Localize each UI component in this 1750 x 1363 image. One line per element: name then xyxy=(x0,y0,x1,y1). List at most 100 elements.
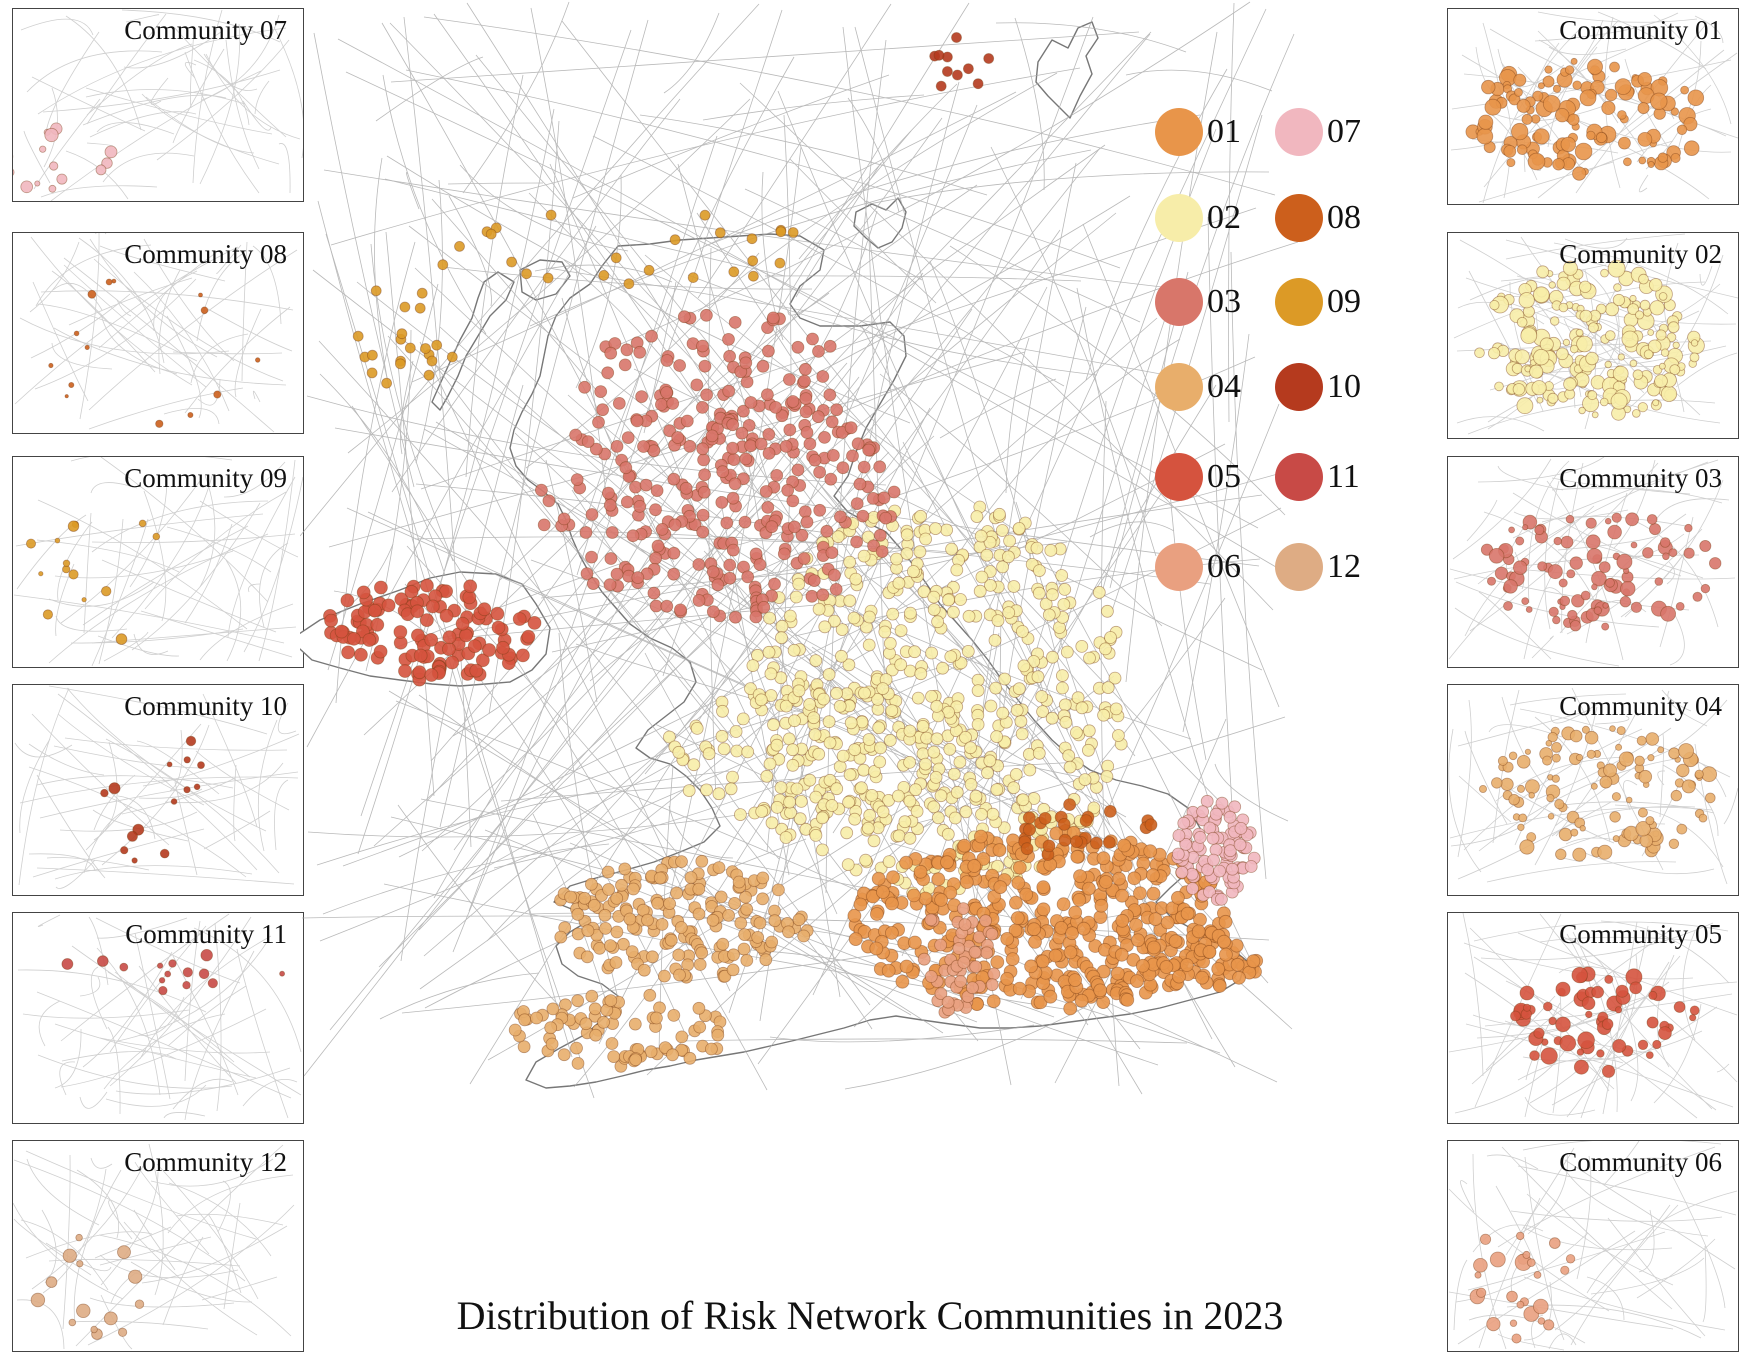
road-line xyxy=(196,253,243,342)
road-line xyxy=(91,500,269,553)
community-02-node xyxy=(1062,749,1076,763)
community-04-node xyxy=(704,1042,718,1056)
community-03-node xyxy=(798,374,811,388)
community-02-node xyxy=(894,658,908,672)
community-02-node xyxy=(927,800,941,814)
community-03-node xyxy=(813,465,826,479)
community-04-node xyxy=(768,914,782,928)
road-line xyxy=(17,969,207,1013)
community-04-node xyxy=(675,1030,689,1044)
community-03-node xyxy=(1625,512,1640,527)
community-03-node xyxy=(757,600,771,614)
community-05-node xyxy=(411,628,425,643)
community-02-node xyxy=(1529,364,1544,379)
road-line xyxy=(1539,913,1713,1110)
community-01-node xyxy=(1048,948,1063,963)
community-03-node xyxy=(1659,537,1671,548)
community-04-node xyxy=(1636,735,1647,746)
legend-item-10: 10 xyxy=(1275,363,1361,411)
community-03-node xyxy=(805,589,819,603)
outer-hebrides-outline xyxy=(431,271,515,411)
community-03-node xyxy=(791,463,805,477)
road-line xyxy=(108,1199,133,1240)
road-line xyxy=(65,15,142,131)
community-02-node xyxy=(1667,321,1680,334)
road-line xyxy=(1497,465,1564,491)
road-line xyxy=(88,916,109,986)
community-01-node xyxy=(1572,166,1587,181)
community-02-node xyxy=(954,593,967,606)
community-03-node xyxy=(798,362,812,376)
community-02-node xyxy=(823,736,837,750)
community-04-node xyxy=(597,1015,610,1029)
road-line xyxy=(65,150,129,200)
community-04-node xyxy=(1611,792,1621,802)
community-04-node xyxy=(1698,813,1708,823)
community-02-node xyxy=(793,812,807,826)
road-line xyxy=(91,518,149,667)
community-01-node xyxy=(1120,993,1135,1007)
community-01-node xyxy=(871,871,886,886)
inset-map-community-02 xyxy=(1453,233,1738,435)
community-01-node xyxy=(940,855,954,870)
community-02-node xyxy=(729,725,743,738)
community-11-node xyxy=(157,962,164,969)
community-02-node xyxy=(1012,522,1026,535)
community-01-node xyxy=(1572,80,1582,90)
community-05-node xyxy=(1612,1039,1627,1054)
community-02-node xyxy=(1016,625,1029,638)
community-07-node xyxy=(1175,865,1189,879)
road-line xyxy=(13,1159,246,1282)
community-03-node xyxy=(791,340,805,354)
community-03-node xyxy=(1602,602,1609,609)
community-09-node xyxy=(420,343,431,354)
road-line xyxy=(391,98,681,493)
community-02-node xyxy=(812,602,826,616)
community-03-node xyxy=(722,384,736,398)
community-09-node xyxy=(446,351,458,363)
community-03-node xyxy=(1512,560,1528,575)
road-line xyxy=(415,179,443,464)
community-12-node xyxy=(118,1327,128,1337)
road-line xyxy=(1614,804,1724,868)
road-line xyxy=(1520,236,1645,394)
community-02-node xyxy=(1056,681,1069,695)
road-line xyxy=(1089,521,1175,538)
community-02-node xyxy=(1015,727,1029,741)
road-line xyxy=(1517,1165,1737,1216)
community-03-node xyxy=(626,529,640,543)
road-line xyxy=(1653,1003,1702,1104)
road-line xyxy=(202,693,258,828)
road-line xyxy=(373,212,1117,847)
community-05-node xyxy=(475,653,490,668)
community-03-node xyxy=(579,526,593,539)
community-04-node xyxy=(571,908,585,921)
community-02-node xyxy=(1655,329,1667,341)
community-05-node xyxy=(442,630,457,645)
road-line xyxy=(1214,763,1289,822)
community-02-node xyxy=(971,718,985,731)
road-line xyxy=(323,169,1197,292)
community-11-node xyxy=(97,955,109,967)
community-08-node xyxy=(73,330,80,337)
community-06-node xyxy=(1522,1250,1531,1259)
road-line xyxy=(236,948,289,1119)
road-line xyxy=(319,373,446,576)
road-line xyxy=(214,922,222,1112)
road-line xyxy=(150,77,169,105)
community-05-node xyxy=(374,580,388,595)
community-02-node xyxy=(917,585,931,599)
inset-title: Community 09 xyxy=(124,463,287,493)
community-05-node xyxy=(477,602,492,617)
community-05-node xyxy=(424,668,439,682)
community-03-node xyxy=(697,485,711,499)
community-06-node xyxy=(934,938,947,952)
community-05-node xyxy=(1519,985,1535,1001)
road-line xyxy=(1638,174,1649,193)
community-02-node xyxy=(1097,708,1110,722)
community-01-node xyxy=(1676,124,1688,136)
community-07-node xyxy=(1234,822,1248,835)
road-line xyxy=(163,1112,206,1119)
community-12-node xyxy=(45,1276,58,1288)
road-line xyxy=(92,809,189,842)
